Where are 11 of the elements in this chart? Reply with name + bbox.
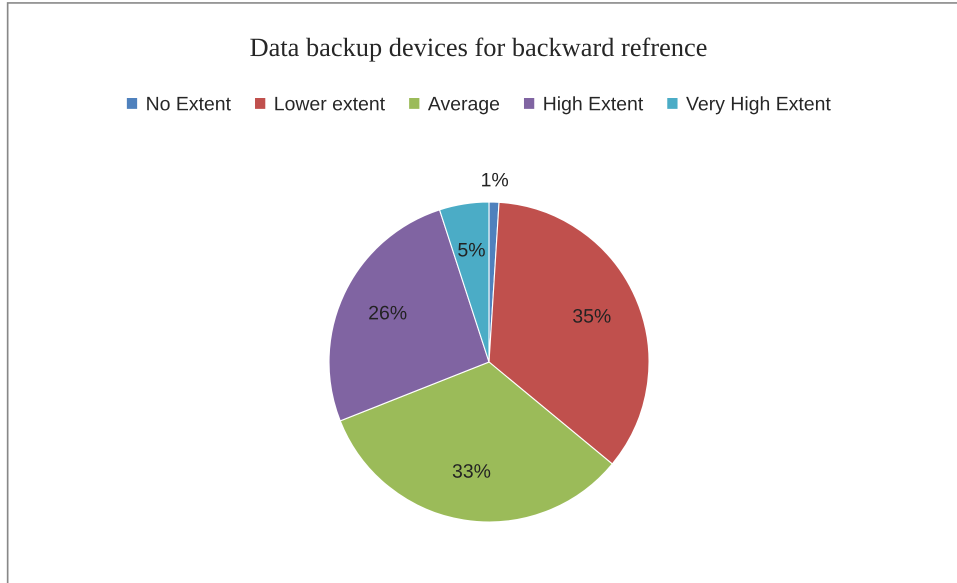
data-label: 5% xyxy=(458,242,485,257)
data-label: 33% xyxy=(452,464,490,478)
legend-label: No Extent xyxy=(147,96,231,110)
legend-label: Average xyxy=(428,96,500,114)
chart-title: Data backup devices for backward refrence xyxy=(250,37,707,62)
data-label: 1% xyxy=(482,172,508,186)
legend-label: Lower extent xyxy=(275,96,385,110)
data-label: 26% xyxy=(369,306,406,320)
legend-label: High Extent xyxy=(544,96,644,114)
legend-label: Very High Extent xyxy=(686,96,831,114)
data-label: 35% xyxy=(573,308,611,323)
